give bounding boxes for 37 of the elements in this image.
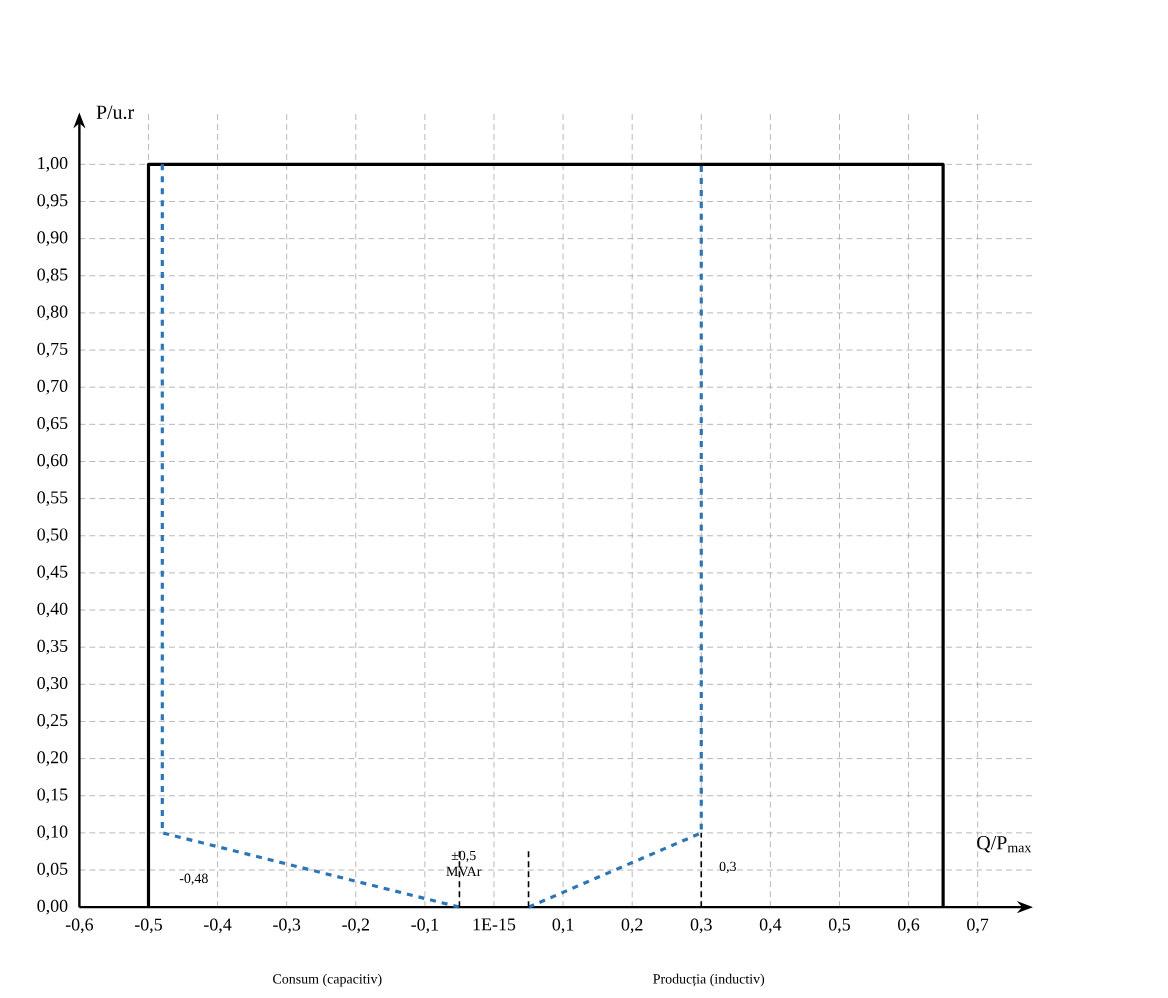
y-tick-label: 0,95 [37,194,68,209]
y-tick-label: 0,60 [37,454,68,469]
y-tick-label: 0,05 [37,862,68,878]
y-tick-label: 0,80 [37,305,68,321]
y-tick-label: 0,15 [37,788,68,804]
y-tick-label: 0,00 [37,899,68,915]
y-tick-label: 1,00 [38,157,68,172]
x-tick-label: 0,3 [690,918,712,934]
x-tick-label: -0,5 [134,918,162,934]
x-tick-label: -0,2 [342,918,369,934]
y-tick-label: 0,40 [37,602,68,618]
y-axis-title: P/u.r [96,105,134,120]
y-tick-label: 0,20 [37,751,68,766]
y-tick-label: 0,55 [37,491,68,507]
y-tick-label: 0,50 [37,528,68,544]
x-tick-label: -0,4 [204,918,232,934]
y-tick-label: 0,35 [37,639,68,655]
y-tick-label: 0,75 [37,342,68,358]
x-tick-label: 0,2 [621,918,643,934]
y-tick-label: 0,85 [37,268,68,284]
x-tick-label: 0,6 [898,918,920,934]
y-tick-label: 0,90 [37,231,68,247]
x-axis-title: Q/P$_{max}$ [977,836,1032,853]
y-tick-label: 0,70 [37,379,68,395]
y-tick-label: 0,30 [37,677,68,692]
x-tick-label: 0,7 [967,918,989,934]
x-tick-label: 0,5 [828,918,850,934]
x-tick-label: -0,3 [273,918,301,934]
x-tick-label: -0,6 [65,918,94,934]
x-tick-label: -0,1 [411,918,439,934]
x-tick-label: 1E-15 [473,918,516,931]
x-tick-label: 0,4 [759,918,782,934]
x-tick-label: 0,1 [552,918,574,934]
y-tick-label: 0,10 [37,825,68,841]
y-tick-label: 0,45 [37,565,68,581]
y-tick-label: 0,25 [37,714,68,729]
y-tick-label: 0,65 [37,417,68,432]
